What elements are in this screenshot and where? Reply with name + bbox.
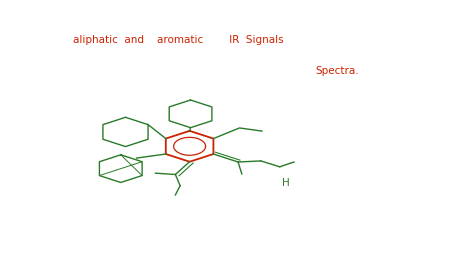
Text: H: H (282, 178, 289, 188)
Text: Spectra.: Spectra. (315, 66, 359, 77)
Text: aliphatic  and    aromatic        IR  Signals: aliphatic and aromatic IR Signals (73, 35, 284, 45)
